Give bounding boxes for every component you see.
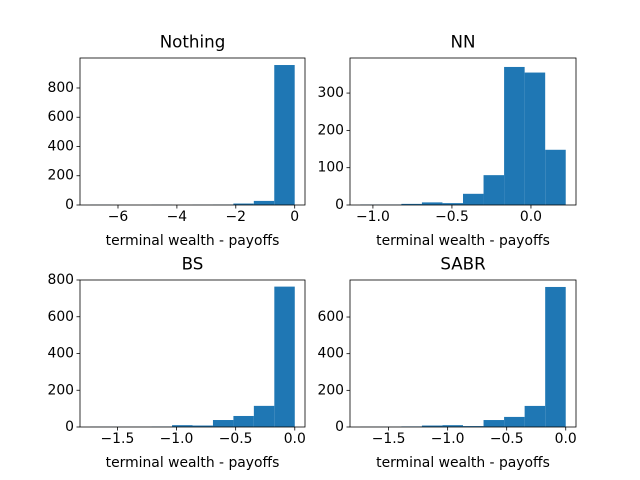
bar (233, 203, 254, 205)
bar (504, 66, 525, 205)
axes-frame (349, 57, 577, 206)
bar (442, 203, 463, 205)
x-tick-label: −1.0 (356, 209, 390, 225)
x-tick-label: −6 (108, 209, 128, 225)
bar (192, 425, 213, 427)
subplot-title: Nothing (160, 32, 226, 52)
bar (421, 425, 443, 427)
axes-frame (349, 279, 577, 428)
bar (524, 72, 546, 206)
subplot-title: NN (451, 32, 476, 52)
bar (442, 425, 463, 427)
bar (483, 420, 505, 427)
y-tick-label: 400 (47, 346, 74, 362)
y-tick-label: 200 (317, 122, 344, 138)
y-tick-label: 800 (47, 80, 74, 96)
bar (401, 203, 422, 205)
x-axis-label: terminal wealth - payoffs (376, 455, 550, 471)
bar (253, 200, 275, 205)
y-tick-label: 800 (47, 272, 74, 288)
bar (274, 65, 295, 205)
y-tick-label: 0 (65, 419, 74, 435)
x-axis-label: terminal wealth - payoffs (376, 233, 550, 249)
x-tick-label: −0.5 (435, 209, 469, 225)
x-tick-label: −2 (226, 209, 246, 225)
x-tick-label: −1.5 (101, 431, 135, 447)
axes-frame (79, 57, 306, 206)
axes-frame (79, 279, 306, 428)
y-tick-label: 0 (335, 197, 344, 213)
bar (233, 415, 254, 427)
y-tick-label: 600 (47, 109, 74, 125)
bar (212, 420, 234, 427)
x-axis-label: terminal wealth - payoffs (106, 455, 280, 471)
y-tick-label: 600 (47, 309, 74, 325)
x-tick-label: 0.0 (555, 431, 577, 447)
x-tick-label: 0 (290, 209, 299, 225)
bar (524, 405, 546, 427)
y-tick-label: 600 (317, 309, 344, 325)
y-tick-label: 0 (335, 419, 344, 435)
bar (253, 405, 275, 427)
x-tick-label: 0.0 (284, 431, 306, 447)
bar (483, 175, 505, 205)
x-tick-label: −1.5 (372, 431, 406, 447)
bar (545, 286, 566, 427)
y-tick-label: 200 (47, 382, 74, 398)
x-tick-label: −0.5 (219, 431, 253, 447)
x-tick-label: −1.0 (431, 431, 465, 447)
x-tick-label: −0.5 (490, 431, 524, 447)
bar (463, 426, 484, 427)
y-tick-label: 0 (65, 197, 74, 213)
x-tick-label: −4 (167, 209, 188, 225)
subplot-title: BS (182, 254, 204, 274)
x-tick-label: −1.0 (160, 431, 194, 447)
y-tick-label: 200 (317, 382, 344, 398)
y-tick-label: 400 (47, 138, 74, 154)
y-tick-label: 100 (317, 160, 344, 176)
bar (274, 286, 295, 427)
x-axis-label: terminal wealth - payoffs (106, 233, 280, 249)
y-tick-label: 200 (47, 168, 74, 184)
bar (504, 416, 525, 427)
y-tick-label: 300 (317, 85, 344, 101)
bar (172, 425, 193, 427)
y-tick-label: 400 (317, 346, 344, 362)
subplot-title: SABR (440, 254, 486, 274)
bar (545, 149, 566, 205)
bar (421, 202, 443, 205)
x-tick-label: 0.0 (520, 209, 542, 225)
bar (463, 193, 484, 205)
